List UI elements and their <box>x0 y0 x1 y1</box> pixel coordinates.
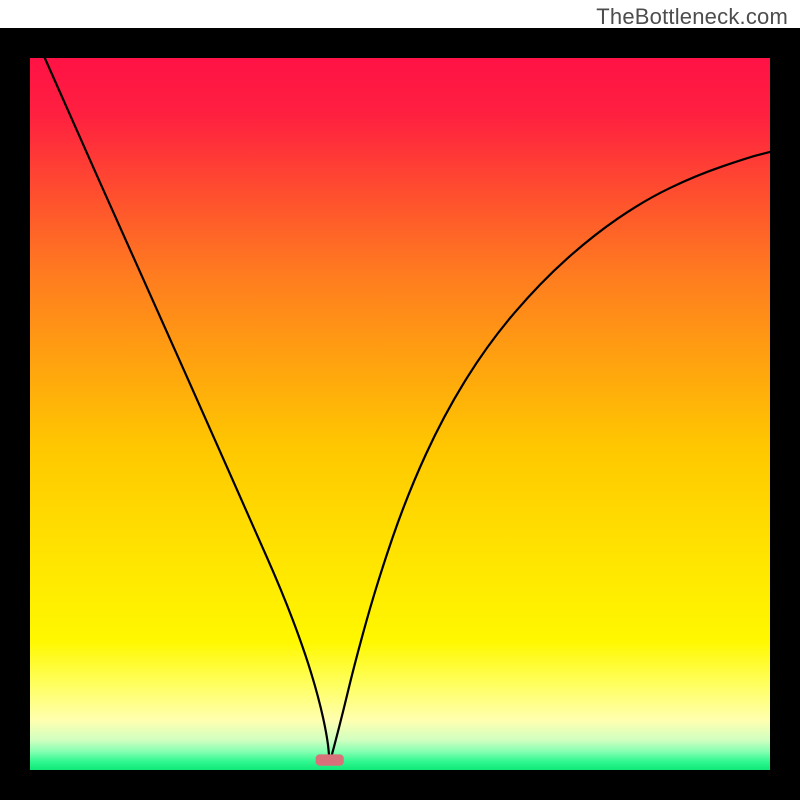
bottleneck-curve-chart <box>0 0 800 800</box>
watermark-label: TheBottleneck.com <box>596 4 788 30</box>
chart-plot-area <box>30 58 770 770</box>
chart-container: TheBottleneck.com <box>0 0 800 800</box>
minimum-marker <box>316 754 344 765</box>
